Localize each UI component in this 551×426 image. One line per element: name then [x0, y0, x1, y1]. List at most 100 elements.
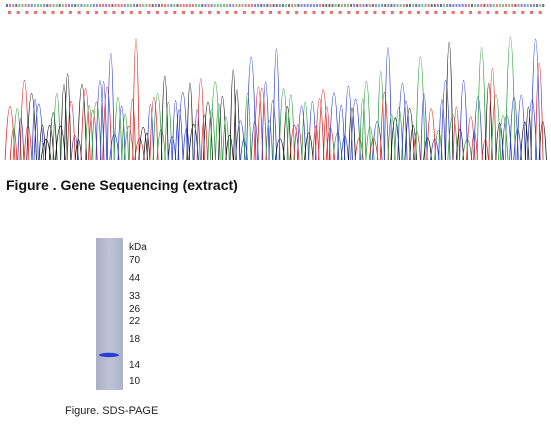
trace-peak [215, 103, 223, 161]
sequence-glyph [526, 4, 529, 7]
sequence-glyph [102, 4, 105, 7]
sequence-glyph [371, 4, 374, 7]
sequence-glyph [297, 4, 300, 7]
sequence-glyph [257, 4, 260, 7]
sequence-glyph [52, 4, 55, 7]
trace-peak [207, 108, 216, 161]
trace-peak [146, 104, 155, 161]
trace-peak [452, 106, 461, 161]
trace-peak [538, 121, 547, 161]
sequence-glyph [176, 4, 179, 7]
sequence-glyph [173, 11, 177, 14]
sequence-glyph [16, 11, 20, 14]
trace-peak [505, 36, 516, 161]
sequence-glyph [498, 4, 501, 7]
trace-peak [167, 136, 177, 161]
trace-peak [77, 84, 87, 161]
sequence-glyph [89, 4, 92, 7]
sequence-glyph [480, 4, 483, 7]
trace-peak [243, 92, 252, 161]
sequence-glyph [455, 4, 458, 7]
trace-peak [164, 102, 173, 161]
trace-peak [143, 132, 151, 161]
trace-peak [91, 101, 102, 161]
trace-peak [31, 99, 39, 161]
sequence-glyph [306, 4, 309, 7]
sequence-glyph [390, 4, 393, 7]
trace-peak [530, 39, 541, 161]
sequence-glyph [9, 4, 12, 7]
sequence-glyph [103, 11, 107, 14]
trace-peak [138, 126, 148, 161]
sequence-glyph [291, 4, 294, 7]
sequence-glyph [368, 4, 371, 7]
trace-peak [430, 138, 440, 161]
trace-peak [484, 83, 493, 161]
trace-peak [476, 47, 487, 161]
trace-peak [233, 89, 241, 161]
sequence-glyph [338, 11, 342, 14]
sequence-glyph [254, 4, 256, 7]
sequence-glyph [396, 4, 399, 7]
sequence-glyph [83, 4, 86, 7]
trace-peak [9, 128, 18, 161]
marker-label: 14 [129, 360, 141, 371]
sequence-glyph [334, 4, 337, 7]
sequence-glyph [198, 4, 201, 7]
trace-peak [202, 102, 214, 161]
protein-band [99, 352, 119, 358]
sequence-glyph [303, 11, 307, 14]
trace-peak [40, 139, 52, 161]
trace-peak [379, 92, 389, 161]
sequence-glyph [281, 4, 284, 7]
sequence-glyph [538, 11, 542, 14]
sequence-glyph [235, 4, 238, 7]
sequence-glyph [393, 4, 396, 7]
sequence-glyph [405, 4, 408, 7]
sequence-glyph [204, 4, 207, 7]
trace-peak [376, 71, 385, 161]
sequence-glyph [512, 11, 516, 14]
trace-peak [225, 135, 234, 161]
sequence-glyph [24, 4, 27, 7]
sequence-glyph [80, 4, 83, 7]
sequence-glyph [362, 4, 365, 7]
trace-peak [513, 128, 522, 161]
sequence-glyph [77, 4, 80, 7]
sequence-glyph [505, 4, 508, 7]
trace-peak [182, 128, 191, 161]
sequence-glyph [223, 4, 225, 7]
marker-label: 18 [129, 334, 141, 345]
sequence-glyph [234, 11, 238, 14]
sequence-glyph [133, 4, 136, 7]
sequence-glyph [164, 4, 167, 7]
sequence-glyph [272, 4, 275, 7]
trace-peak [322, 106, 331, 161]
sequence-glyph [114, 4, 117, 7]
sequence-glyph [440, 4, 442, 7]
sequence-glyph [449, 4, 452, 7]
sequence-glyph [37, 4, 39, 7]
sequence-glyph [503, 11, 507, 14]
sequence-glyph [155, 11, 159, 14]
sequence-glyph [359, 4, 362, 7]
marker-label: 70 [129, 255, 141, 266]
trace-peak [265, 120, 273, 161]
marker-label: 10 [129, 376, 141, 387]
sequence-glyph [529, 4, 532, 7]
sequence-glyph [477, 11, 481, 14]
sequence-glyph [136, 4, 139, 7]
sequence-glyph [486, 11, 490, 14]
sequence-glyph [123, 4, 126, 7]
sequence-glyph [145, 4, 148, 7]
sequence-glyph [402, 4, 405, 7]
trace-peak [332, 132, 343, 161]
sequence-glyph [347, 4, 349, 7]
sequence-glyph [34, 11, 38, 14]
sequence-glyph [416, 11, 420, 14]
sequence-glyph [92, 4, 95, 7]
sequence-glyph [263, 4, 266, 7]
trace-peak [447, 114, 459, 161]
figure-caption: Figure . Gene Sequencing (extract) [6, 177, 238, 193]
